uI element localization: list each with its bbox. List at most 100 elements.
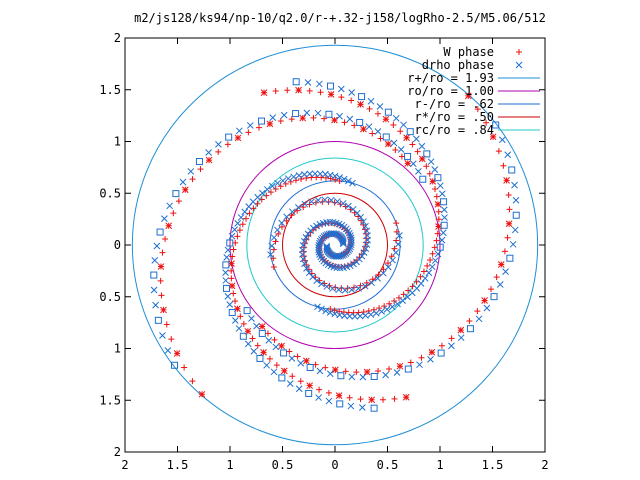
point-w (438, 342, 445, 349)
point-drho (421, 274, 429, 282)
point-w (381, 303, 388, 310)
point-drho (434, 174, 442, 182)
point-drho (337, 372, 345, 380)
point-w (316, 386, 323, 393)
point-drho (316, 80, 323, 88)
point-w (165, 222, 173, 230)
point-w (386, 300, 393, 307)
point-drho (151, 256, 159, 264)
point-w (272, 88, 279, 95)
point-drho (362, 312, 369, 319)
point-drho (321, 196, 329, 204)
point-w (360, 221, 367, 228)
point-drho (448, 342, 455, 350)
point-drho (512, 196, 520, 204)
point-drho (359, 373, 367, 381)
point-drho (245, 203, 253, 210)
point-w (173, 350, 181, 357)
point-drho (418, 142, 426, 150)
point-w (402, 393, 410, 401)
point-drho (325, 397, 333, 405)
point-drho (358, 404, 366, 411)
phase-points (150, 78, 520, 412)
point-drho (361, 282, 369, 290)
point-drho (390, 139, 398, 147)
point-drho (506, 254, 514, 262)
point-w (157, 263, 165, 270)
point-drho (225, 133, 233, 141)
x-tick-label: 1 (436, 458, 443, 472)
point-w (266, 120, 274, 128)
point-w (418, 354, 425, 361)
point-drho (243, 307, 251, 315)
point-drho (363, 227, 371, 235)
point-drho (483, 304, 491, 312)
point-drho (159, 332, 166, 339)
point-drho (475, 315, 483, 323)
point-w (240, 320, 247, 327)
point-w (366, 105, 373, 112)
point-w (302, 357, 310, 365)
point-w (198, 390, 206, 398)
point-drho (389, 256, 396, 264)
point-w (306, 201, 313, 208)
point-drho (346, 245, 354, 253)
point-w (239, 221, 246, 228)
point-drho (274, 226, 281, 234)
point-w (357, 282, 364, 289)
point-w (250, 205, 257, 212)
point-w (286, 348, 293, 355)
x-tick-label: 2 (541, 458, 548, 472)
point-drho (409, 160, 417, 168)
point-drho (323, 231, 331, 238)
point-w (306, 87, 313, 94)
point-drho (215, 140, 222, 148)
y-tick-label: 1 (114, 342, 121, 356)
legend-label: ro/ro = 1.00 (407, 84, 494, 98)
circle-3 (282, 192, 388, 298)
point-drho (295, 172, 303, 179)
x-tick-label: 0.5 (272, 458, 294, 472)
point-w (162, 235, 169, 242)
point-w (272, 186, 279, 193)
point-drho (383, 306, 391, 313)
point-w (409, 141, 416, 148)
point-w (435, 208, 442, 215)
point-drho (404, 365, 412, 373)
point-drho (248, 315, 255, 322)
point-w (429, 250, 436, 257)
point-w (435, 223, 442, 230)
point-drho (340, 175, 348, 183)
point-drho (492, 121, 500, 129)
point-drho (241, 208, 249, 216)
point-drho (301, 260, 308, 268)
point-w (503, 176, 510, 184)
point-w (258, 323, 266, 330)
point-drho (303, 265, 310, 272)
point-drho (362, 222, 369, 230)
point-drho (362, 245, 370, 253)
legend-marker-swatch (515, 61, 523, 69)
point-w (160, 306, 167, 314)
point-w (417, 273, 424, 280)
point-drho (284, 175, 292, 182)
point-w (230, 290, 237, 297)
point-w (267, 189, 274, 196)
point-w (205, 156, 213, 164)
point-drho (306, 170, 314, 178)
point-drho (388, 303, 396, 311)
point-drho (423, 150, 431, 158)
point-w (282, 180, 289, 187)
point-drho (339, 238, 347, 245)
point-drho (417, 280, 425, 287)
point-drho (301, 171, 308, 178)
point-drho (508, 166, 516, 174)
point-w (500, 162, 507, 169)
point-drho (171, 361, 179, 369)
point-drho (316, 237, 324, 245)
point-drho (283, 213, 291, 221)
circle-4 (246, 157, 424, 333)
point-drho (161, 215, 168, 222)
point-w (331, 366, 339, 374)
